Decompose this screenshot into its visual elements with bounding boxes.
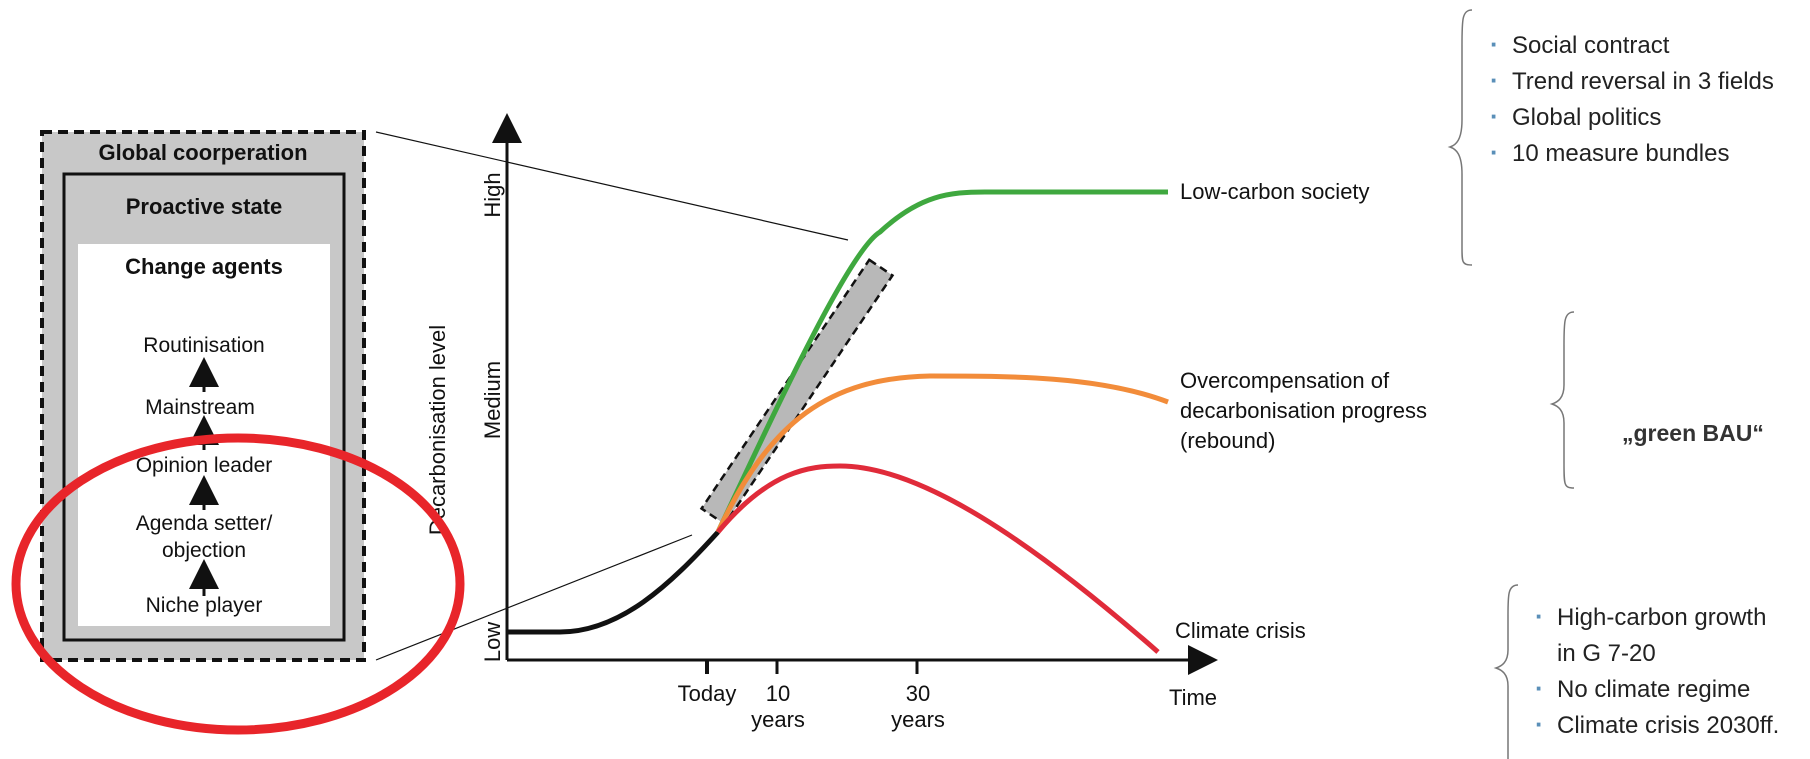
bullet-item: 10 measure bundles	[1490, 134, 1774, 172]
change-agents-box: Global coorperation Proactive state Chan…	[40, 130, 366, 662]
black-curve-history	[508, 530, 720, 635]
top-brace	[1447, 9, 1473, 266]
x-tick-today: Today	[678, 681, 737, 706]
x-tick-30-years: years	[891, 707, 945, 732]
label-low-carbon-society: Low-carbon society	[1180, 179, 1370, 204]
y-axis-label: Decarbonisation level	[425, 325, 450, 535]
label-climate-crisis: Climate crisis	[1175, 618, 1306, 643]
zoom-connector-top	[375, 131, 849, 241]
x-tick-30: 30	[906, 681, 930, 706]
bullet-item: High-carbon growth	[1535, 598, 1779, 636]
bullet-continuation: in G 7-20	[1557, 640, 1656, 667]
bullet-item: Social contract	[1490, 26, 1774, 64]
stage-niche-player: Niche player	[146, 594, 263, 617]
x-axis-label: Time	[1169, 685, 1217, 710]
change-agents-title: Change agents	[125, 254, 283, 279]
x-tick-10: 10	[766, 681, 790, 706]
middle-brace	[1549, 311, 1575, 489]
orange-curve-rebound	[715, 373, 1169, 534]
y-tick-low: Low	[480, 622, 505, 662]
highlight-ellipse	[11, 433, 465, 735]
bottom-brace	[1493, 584, 1519, 759]
stage-agenda-setter: Agenda setter/	[136, 512, 273, 535]
bullet-item: Trend reversal in 3 fields	[1490, 62, 1774, 100]
top-bullet-list: Social contract Trend reversal in 3 fiel…	[1490, 26, 1774, 172]
proactive-state-title: Proactive state	[126, 194, 283, 219]
stage-opinion-leader: Opinion leader	[136, 454, 273, 477]
stage-routinisation: Routinisation	[143, 334, 264, 357]
zoom-connector-bottom	[375, 534, 693, 661]
x-tick-10-years: years	[751, 707, 805, 732]
global-cooperation-title: Global coorperation	[98, 140, 307, 165]
label-rebound-line3: (rebound)	[1180, 428, 1275, 453]
green-curve-low-carbon	[715, 189, 1168, 534]
bottom-bullet-list: High-carbon growth in G 7-20 No climate …	[1535, 598, 1779, 744]
stage-objection: objection	[162, 539, 246, 562]
label-rebound-line1: Overcompensation of	[1180, 368, 1390, 393]
label-rebound-line2: decarbonisation progress	[1180, 398, 1427, 423]
transition-band	[699, 258, 895, 526]
bullet-item: No climate regime	[1535, 670, 1779, 708]
stage-mainstream: Mainstream	[145, 396, 255, 419]
bullet-item: Climate crisis 2030ff.	[1535, 706, 1779, 744]
bullet-item: Global politics	[1490, 98, 1774, 136]
green-bau-label: „green BAU“	[1622, 420, 1764, 446]
y-tick-medium: Medium	[480, 361, 505, 439]
red-curve-climate-crisis	[716, 463, 1160, 654]
y-tick-high: High	[480, 172, 505, 217]
chart: Decarbonisation level Low Medium High To…	[425, 113, 1427, 732]
